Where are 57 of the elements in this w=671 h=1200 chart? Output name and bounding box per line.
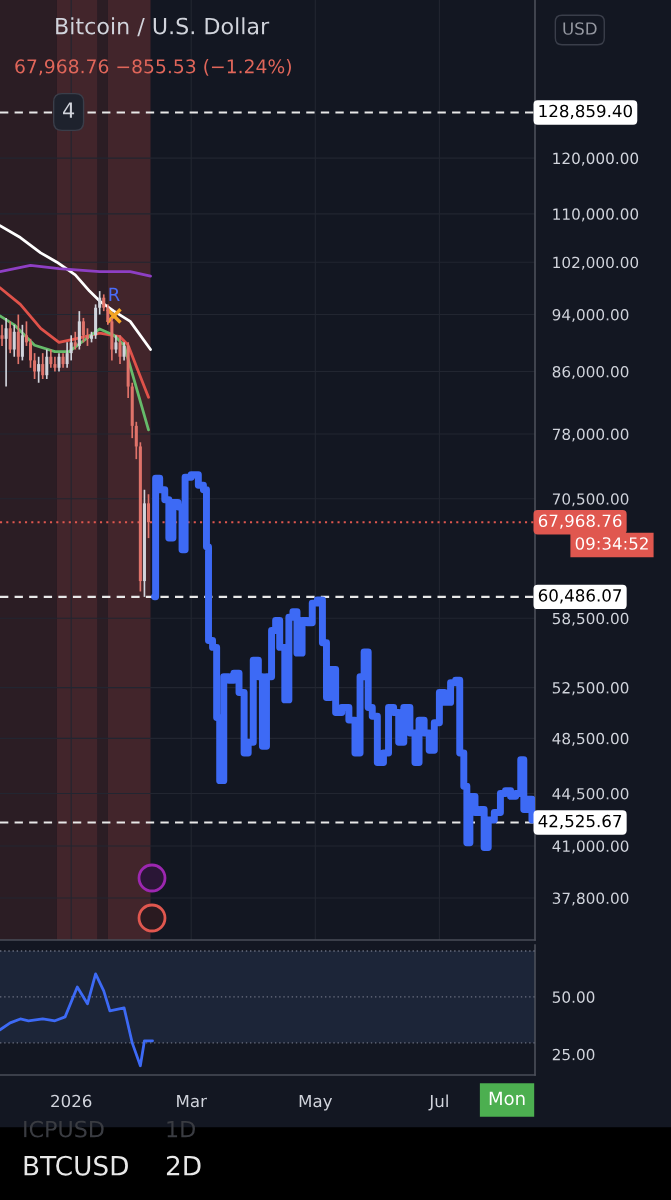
- text: 09:34:52: [575, 537, 648, 550]
- annotation: R: [109, 287, 120, 301]
- candlestick: [118, 334, 122, 365]
- ref-line-label: 128,859.40: [539, 104, 632, 120]
- candlestick: [98, 290, 102, 316]
- candlestick: [122, 341, 126, 362]
- y-tick-label: 41,000.00: [552, 840, 629, 854]
- candlestick: [33, 352, 37, 380]
- ref-line-label: 60,486.07: [538, 589, 622, 604]
- candlestick: [81, 317, 85, 344]
- text: 2D: [166, 1155, 201, 1176]
- x-tick-label: May: [299, 1094, 333, 1111]
- y-tick-label: 94,000.00: [552, 308, 629, 323]
- y-tick-label: 48,500.00: [552, 732, 629, 746]
- annotation: 4: [63, 102, 75, 118]
- y-tick-label: 86,000.00: [552, 365, 629, 380]
- y-tick-label: 58,500.00: [552, 612, 629, 626]
- line-series: [0, 263, 152, 278]
- text: Bitcoin / U.S. Dollar: [56, 17, 270, 37]
- candlestick: [12, 323, 16, 358]
- x-tick-label: 2026: [51, 1094, 92, 1108]
- y-tick-label: 44,500.00: [552, 787, 629, 802]
- x-tick-label: Jul: [428, 1094, 448, 1111]
- y-tick-label: 52,500.00: [552, 682, 629, 696]
- text: BTCUSD: [24, 1155, 128, 1176]
- y-tick-label: 50.00: [552, 991, 595, 1003]
- line-series: [0, 972, 154, 1068]
- y-tick-label: 70,500.00: [552, 493, 629, 507]
- y-tick-label: 78,000.00: [552, 428, 629, 442]
- candlestick: [37, 355, 41, 384]
- candlestick: [24, 320, 28, 347]
- text: Mon: [489, 1091, 525, 1106]
- candlestick: [20, 323, 24, 362]
- candlestick: [146, 493, 151, 539]
- line-series: [0, 224, 152, 351]
- text: 1D: [167, 1120, 195, 1138]
- y-tick-label: 37,800.00: [552, 892, 629, 906]
- candlestick: [0, 323, 4, 347]
- y-tick-label: 120,000.00: [553, 152, 639, 166]
- candlestick: [28, 337, 33, 369]
- x-tick-label: Mar: [177, 1094, 207, 1108]
- ref-line-label: 67,968.76: [538, 514, 622, 529]
- candlestick: [49, 348, 53, 369]
- candlestick: [41, 352, 45, 380]
- text: 67,968.76 −855.53 (−1.24%): [15, 58, 291, 76]
- ref-line-label: 42,525.67: [538, 814, 622, 830]
- text: USD: [563, 22, 597, 35]
- candlestick: [57, 352, 61, 373]
- y-tick-label: 110,000.00: [553, 208, 639, 222]
- y-tick-label: 102,000.00: [553, 256, 639, 270]
- candlestick: [45, 348, 49, 380]
- text: ICPUSD: [24, 1120, 104, 1138]
- candlestick: [69, 334, 73, 362]
- candlestick: [8, 320, 12, 354]
- candlestick: [4, 317, 8, 388]
- y-tick-label: 25.00: [552, 1048, 595, 1061]
- candlestick: [73, 330, 77, 351]
